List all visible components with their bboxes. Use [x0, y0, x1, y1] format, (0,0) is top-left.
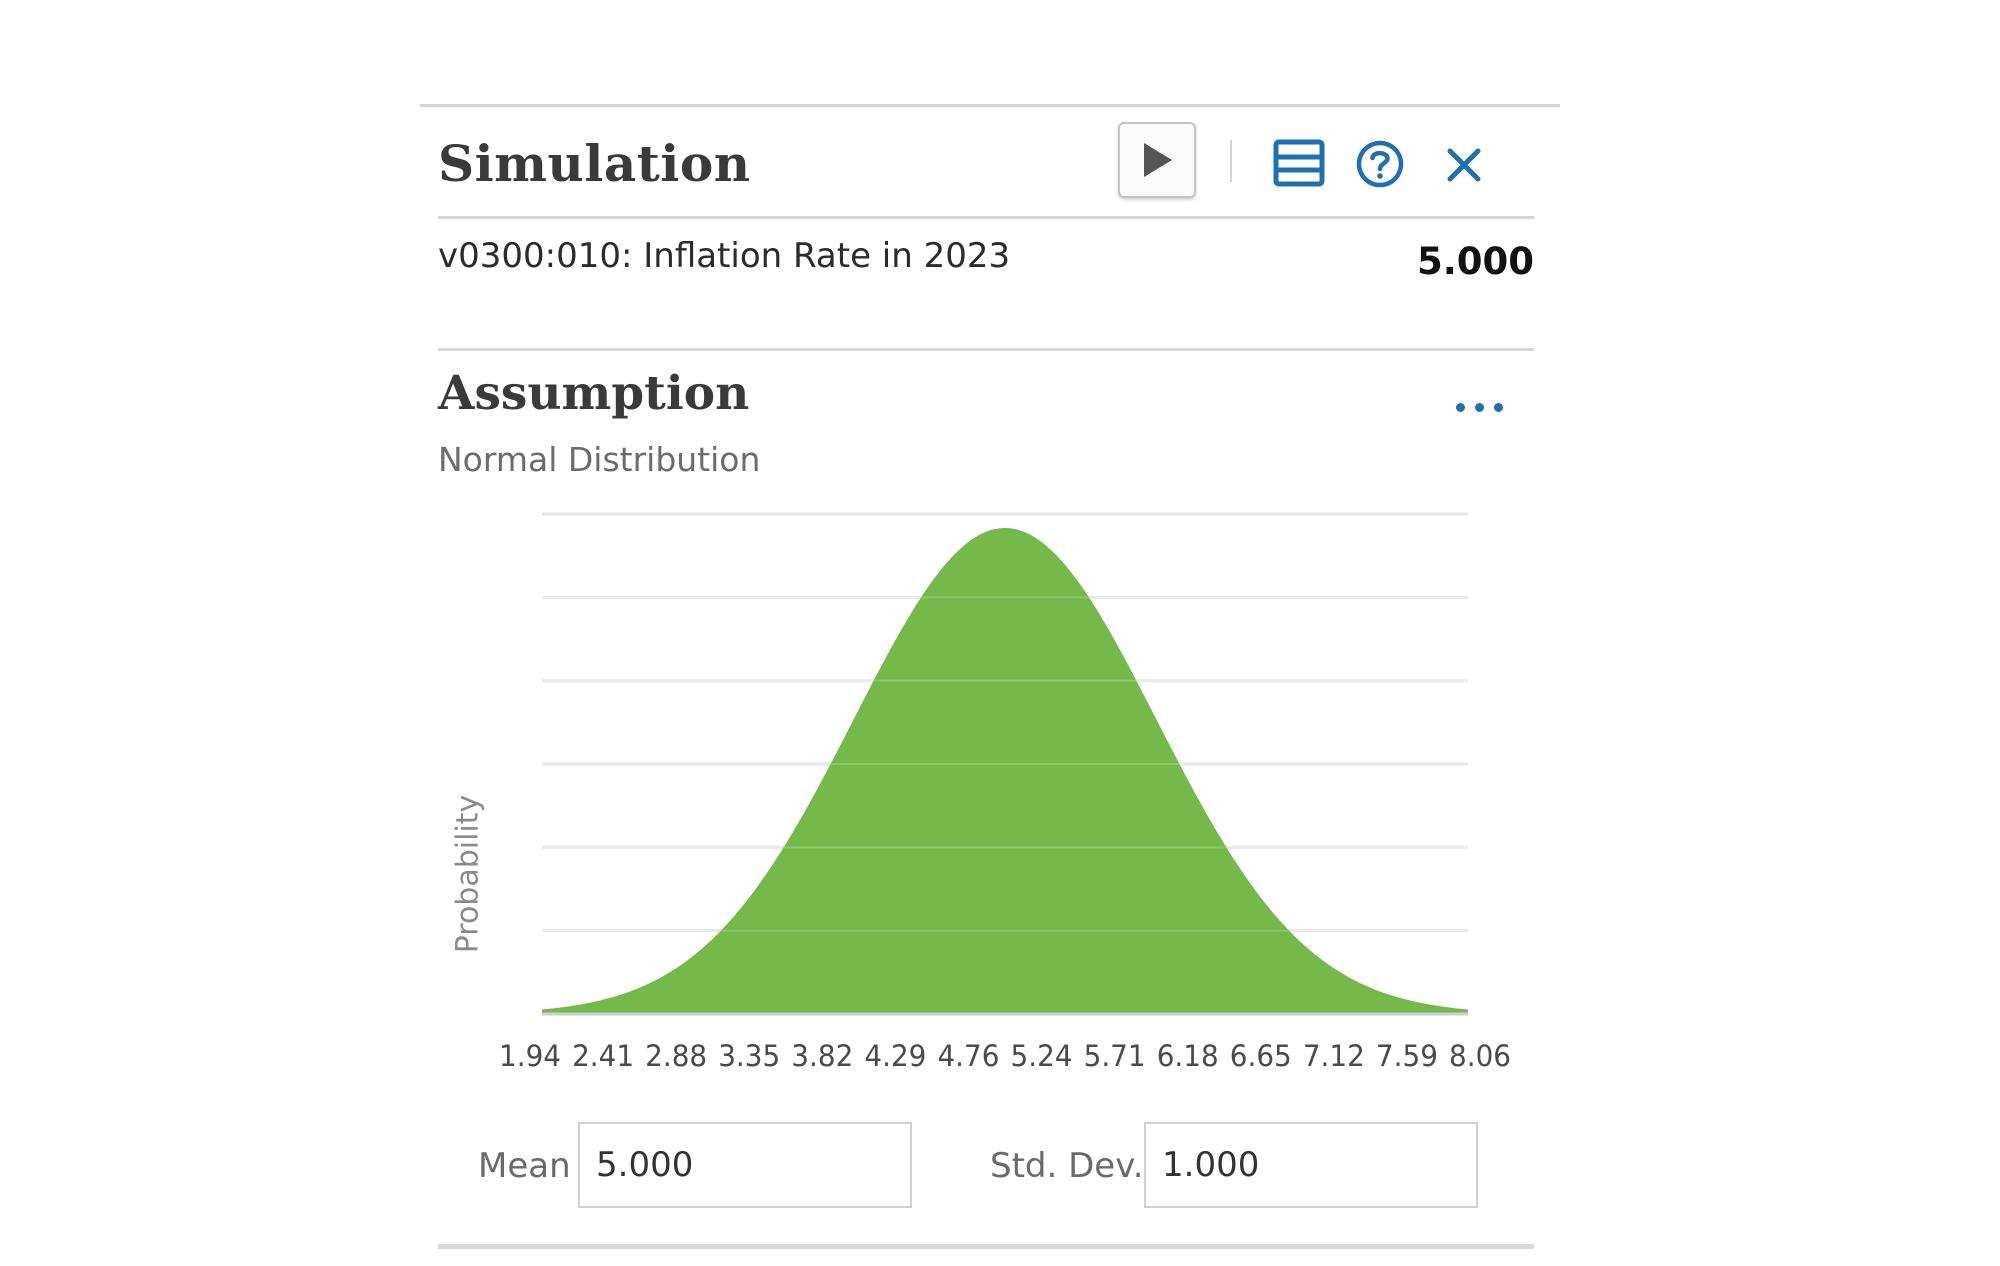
- bottom-divider: [438, 1244, 1534, 1249]
- toolbar-separator: [1230, 140, 1232, 182]
- y-axis-label: Probability: [450, 794, 486, 954]
- more-options-icon-dot: [1494, 403, 1503, 412]
- help-circle-icon: [1356, 140, 1404, 188]
- std-dev-label: Std. Dev.: [990, 1146, 1144, 1186]
- x-tick-label: 8.06: [1449, 1039, 1511, 1073]
- distribution-chart-svg: 1.94 2.41 2.88 3.35 3.82 4.29 4.76 5.24 5.71 6.18…: [499, 512, 1511, 1073]
- x-tick-label: 3.35: [718, 1039, 780, 1073]
- assumption-subtitle: Normal Distribution: [438, 440, 761, 479]
- x-tick-label: 5.71: [1084, 1039, 1146, 1073]
- mean-label: Mean: [478, 1146, 571, 1186]
- x-tick-label: 4.29: [864, 1039, 926, 1073]
- simulation-panel: Simulation: [420, 104, 1560, 1254]
- panel-layout-icon: [1273, 139, 1325, 187]
- variable-value: 5.000: [1416, 240, 1534, 283]
- panel-title: Simulation: [438, 134, 751, 193]
- distribution-area: [542, 528, 1468, 1014]
- mean-input[interactable]: [578, 1122, 912, 1208]
- play-icon: [1144, 143, 1172, 177]
- run-simulation-button[interactable]: [1118, 122, 1196, 198]
- more-options-icon: [1456, 403, 1465, 412]
- help-button[interactable]: [1354, 136, 1410, 192]
- distribution-params: Mean Std. Dev.: [438, 1114, 1538, 1208]
- x-tick-label: 1.94: [499, 1039, 561, 1073]
- x-tick-label: 5.24: [1011, 1039, 1073, 1073]
- x-tick-label: 3.82: [791, 1039, 853, 1073]
- header-divider: [438, 216, 1534, 219]
- x-tick-label: 2.41: [572, 1039, 634, 1073]
- layout-button[interactable]: [1272, 136, 1328, 192]
- panel-header: Simulation: [438, 114, 1534, 216]
- x-tick-label: 2.88: [645, 1039, 707, 1073]
- more-options-icon-dot: [1475, 403, 1484, 412]
- x-tick-label: 6.65: [1230, 1039, 1292, 1073]
- assumption-title: Assumption: [438, 366, 750, 421]
- distribution-chart: Probability 1.94 2.41 2.88 3.35 3.82 4.29 4.76…: [430, 494, 1550, 1194]
- x-tick-label: 4.76: [937, 1039, 999, 1073]
- x-tick-label: 7.59: [1376, 1039, 1438, 1073]
- variable-label: v0300:010: Inflation Rate in 2023: [438, 236, 1011, 276]
- panel-top-divider: [420, 104, 1560, 107]
- more-options-button[interactable]: [1450, 394, 1510, 420]
- x-tick-label: 6.18: [1157, 1039, 1219, 1073]
- section-divider: [438, 348, 1534, 351]
- std-dev-input[interactable]: [1144, 1122, 1478, 1208]
- close-icon: [1447, 148, 1481, 182]
- close-button[interactable]: [1438, 136, 1494, 192]
- x-tick-label: 7.12: [1303, 1039, 1365, 1073]
